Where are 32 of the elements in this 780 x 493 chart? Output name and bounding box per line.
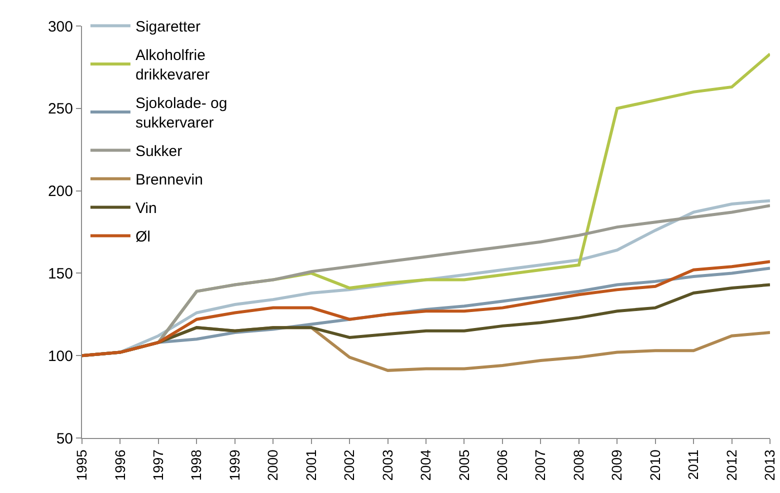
x-tick-label: 2009 [608,449,625,481]
y-tick-label: 50 [56,430,73,448]
y-tick-label: 300 [48,18,73,36]
x-tick-label: 2013 [762,449,778,481]
x-tick-label: 1998 [188,449,204,481]
x-tick-label: 1997 [150,449,166,481]
y-tick-label: 100 [48,348,73,365]
x-tick-label: 1995 [74,449,90,481]
legend-label: Sukker [135,143,182,160]
legend-label: Vin [135,200,157,218]
x-tick-label: 2001 [302,449,319,481]
x-tick-label: 2003 [379,449,396,481]
x-tick-label: 2010 [646,449,663,481]
x-tick-label: 1999 [226,449,242,481]
y-tick-label: 250 [48,100,73,118]
x-tick-label: 2000 [264,449,281,481]
legend-label: Sigaretter [135,18,200,36]
x-tick-label: 2002 [341,449,358,481]
x-tick-label: 2012 [723,449,740,481]
x-tick-label: 2008 [570,449,586,481]
x-tick-label: 2004 [418,449,434,481]
legend-label: Alkoholfrie drikkevarer [135,47,210,84]
x-tick-label: 1996 [112,449,128,481]
x-tick-label: 2007 [532,449,548,481]
legend-label: Sjokolade- og sukkervarer [135,95,228,132]
x-tick-label: 2011 [685,449,702,480]
legend-label: Øl [135,228,150,246]
legend-label: Brennevin [135,172,203,189]
y-tick-label: 200 [48,183,73,200]
y-tick-label: 150 [48,265,73,282]
x-tick-label: 2005 [456,449,472,481]
x-tick-label: 2006 [494,449,510,481]
